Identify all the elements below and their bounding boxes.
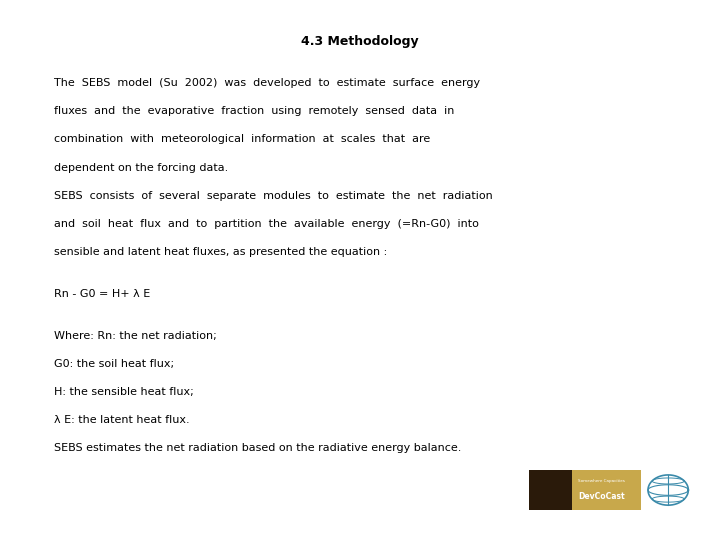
Text: The  SEBS  model  (Su  2002)  was  developed  to  estimate  surface  energy: The SEBS model (Su 2002) was developed t… [54,78,480,89]
Text: G0: the soil heat flux;: G0: the soil heat flux; [54,359,174,369]
Text: H: the sensible heat flux;: H: the sensible heat flux; [54,387,194,397]
FancyBboxPatch shape [529,470,572,510]
Text: SEBS estimates the net radiation based on the radiative energy balance.: SEBS estimates the net radiation based o… [54,443,462,454]
Text: sensible and latent heat fluxes, as presented the equation :: sensible and latent heat fluxes, as pres… [54,247,387,257]
Text: combination  with  meteorological  information  at  scales  that  are: combination with meteorological informat… [54,134,431,145]
Text: and  soil  heat  flux  and  to  partition  the  available  energy  (=Rn-G0)  int: and soil heat flux and to partition the … [54,219,479,229]
Text: Somewhere Capacities: Somewhere Capacities [578,479,625,483]
Text: dependent on the forcing data.: dependent on the forcing data. [54,163,228,173]
Text: DevCoCast: DevCoCast [578,491,625,501]
Text: fluxes  and  the  evaporative  fraction  using  remotely  sensed  data  in: fluxes and the evaporative fraction usin… [54,106,454,117]
Text: Where: Rn: the net radiation;: Where: Rn: the net radiation; [54,331,217,341]
Text: 4.3 Methodology: 4.3 Methodology [301,35,419,48]
FancyBboxPatch shape [529,470,641,510]
Text: SEBS  consists  of  several  separate  modules  to  estimate  the  net  radiatio: SEBS consists of several separate module… [54,191,492,201]
Text: Rn - G0 = H+ λ E: Rn - G0 = H+ λ E [54,289,150,299]
Text: λ E: the latent heat flux.: λ E: the latent heat flux. [54,415,189,426]
